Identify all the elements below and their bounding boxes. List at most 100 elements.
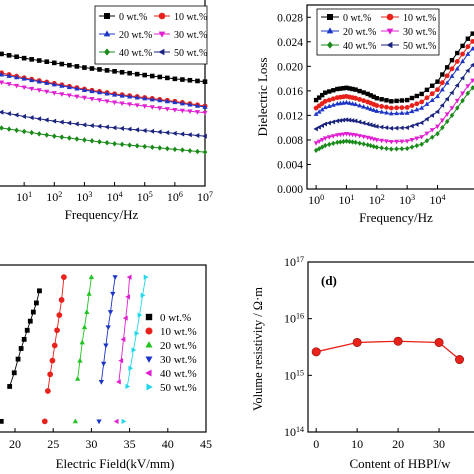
data-point xyxy=(465,51,471,56)
y-tick-label: 0.012 xyxy=(277,110,303,122)
data-point xyxy=(379,97,384,102)
data-point xyxy=(56,312,63,318)
data-point xyxy=(368,143,373,149)
data-point xyxy=(399,139,405,145)
data-point xyxy=(122,315,128,321)
data-point xyxy=(435,79,440,84)
series-10wt xyxy=(41,274,67,425)
data-point xyxy=(54,327,60,334)
data-point xyxy=(465,44,471,50)
data-point xyxy=(137,312,143,318)
data-point xyxy=(365,121,370,127)
panel-bottom-right: 1014 1015 1016 1017 Volume resistivity / Ω·m… xyxy=(251,255,474,471)
data-point xyxy=(202,133,207,139)
data-point xyxy=(51,133,57,139)
series-50wt xyxy=(121,274,149,425)
data-point xyxy=(88,274,95,280)
data-point xyxy=(409,95,415,101)
data-point xyxy=(172,76,178,82)
data-point xyxy=(361,98,367,104)
data-point xyxy=(13,112,19,118)
data-point xyxy=(470,62,474,68)
data-point xyxy=(172,130,177,136)
data-point xyxy=(444,65,450,70)
data-point xyxy=(350,101,355,106)
data-point xyxy=(449,73,455,78)
data-point xyxy=(454,59,460,64)
data-point xyxy=(77,357,83,363)
data-point xyxy=(21,336,27,342)
data-point xyxy=(356,119,362,125)
data-point xyxy=(460,43,465,49)
y-tick-label: 0.000 xyxy=(277,184,303,196)
data-point xyxy=(74,121,79,127)
data-point xyxy=(37,288,42,294)
data-point xyxy=(340,117,346,123)
data-point xyxy=(44,132,50,138)
data-point xyxy=(67,62,72,68)
data-point xyxy=(66,120,72,126)
data-point xyxy=(313,111,319,116)
data-point xyxy=(187,132,192,138)
data-point xyxy=(404,110,410,115)
data-point xyxy=(97,139,102,145)
data-point xyxy=(371,123,376,129)
data-point xyxy=(352,337,362,347)
data-point xyxy=(365,142,370,148)
legend-marker xyxy=(145,313,153,321)
data-point xyxy=(353,139,358,146)
data-point xyxy=(66,84,72,90)
data-point xyxy=(141,128,147,134)
data-point xyxy=(194,103,200,108)
series-20wt xyxy=(0,71,208,109)
data-point xyxy=(202,104,208,109)
data-point xyxy=(47,371,54,378)
data-point xyxy=(439,87,445,92)
data-point xyxy=(384,139,389,144)
data-point xyxy=(59,92,65,97)
data-point xyxy=(460,91,465,96)
data-point xyxy=(202,110,208,116)
data-point xyxy=(379,103,385,109)
data-point xyxy=(51,81,57,87)
data-point xyxy=(357,134,363,139)
data-point xyxy=(66,93,72,99)
data-point xyxy=(454,66,460,71)
legend-marker xyxy=(145,327,153,335)
x-tick-label: 104 xyxy=(107,190,123,205)
data-point xyxy=(435,131,440,137)
data-point xyxy=(82,137,87,143)
data-point xyxy=(134,143,140,149)
y-axis-label: Volume resistivity / Ω·m xyxy=(251,287,265,411)
data-point xyxy=(157,145,163,151)
data-point xyxy=(112,69,117,74)
legend-label: 30 wt.% xyxy=(403,27,436,38)
data-point xyxy=(143,274,149,280)
data-point xyxy=(27,318,33,324)
data-point xyxy=(326,103,332,108)
data-point xyxy=(439,102,445,108)
data-point xyxy=(404,105,410,110)
data-point xyxy=(316,146,322,152)
legend-label: 50 wt.% xyxy=(174,48,207,59)
data-point xyxy=(374,138,380,143)
data-point xyxy=(384,104,389,110)
data-point xyxy=(81,95,87,101)
data-point xyxy=(357,97,363,102)
data-point xyxy=(444,112,450,117)
series-resistivity xyxy=(311,336,465,365)
data-point xyxy=(371,94,376,99)
data-point xyxy=(460,58,465,64)
data-point xyxy=(399,146,405,152)
data-point xyxy=(350,86,355,92)
data-point xyxy=(334,118,340,124)
data-point xyxy=(103,343,109,349)
data-point xyxy=(399,98,405,103)
data-point xyxy=(459,75,465,81)
legend-label: 0 wt.% xyxy=(160,312,191,324)
data-point xyxy=(319,123,324,129)
series-0wt xyxy=(0,288,42,424)
data-point xyxy=(322,121,328,127)
data-point xyxy=(119,141,125,148)
data-point xyxy=(14,127,19,134)
